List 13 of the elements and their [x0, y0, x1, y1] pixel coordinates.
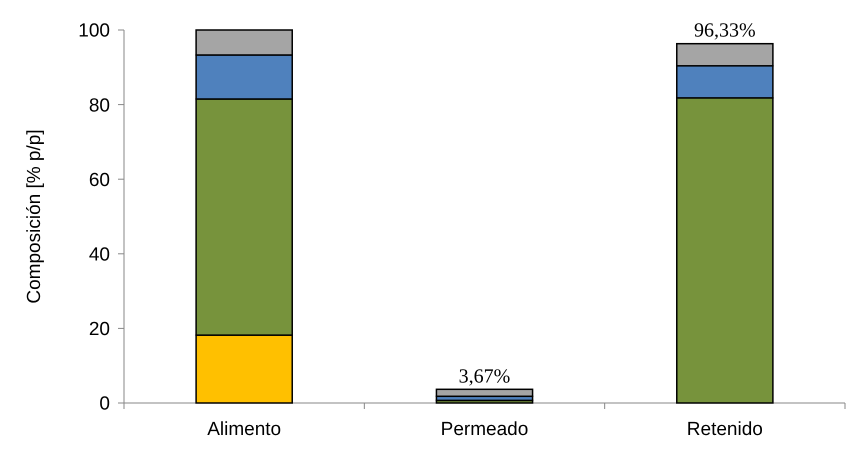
y-tick-label: 40: [88, 244, 110, 266]
total-label: 3,67%: [458, 365, 510, 388]
x-tick-label: Permeado: [440, 419, 528, 440]
y-tick-label: 0: [99, 394, 110, 415]
y-tick-label: 20: [88, 319, 110, 340]
total-label: 96,33%: [694, 20, 756, 42]
y-tick-label: 60: [88, 170, 110, 191]
y-axis-title: Composición [% p/p]: [24, 129, 45, 304]
x-tick-label: Alimento: [207, 419, 282, 440]
bar: [436, 388, 534, 398]
y-tick-label: 100: [78, 20, 110, 42]
x-tick-label: Retenido: [686, 419, 763, 440]
y-tick-label: 80: [88, 95, 110, 116]
